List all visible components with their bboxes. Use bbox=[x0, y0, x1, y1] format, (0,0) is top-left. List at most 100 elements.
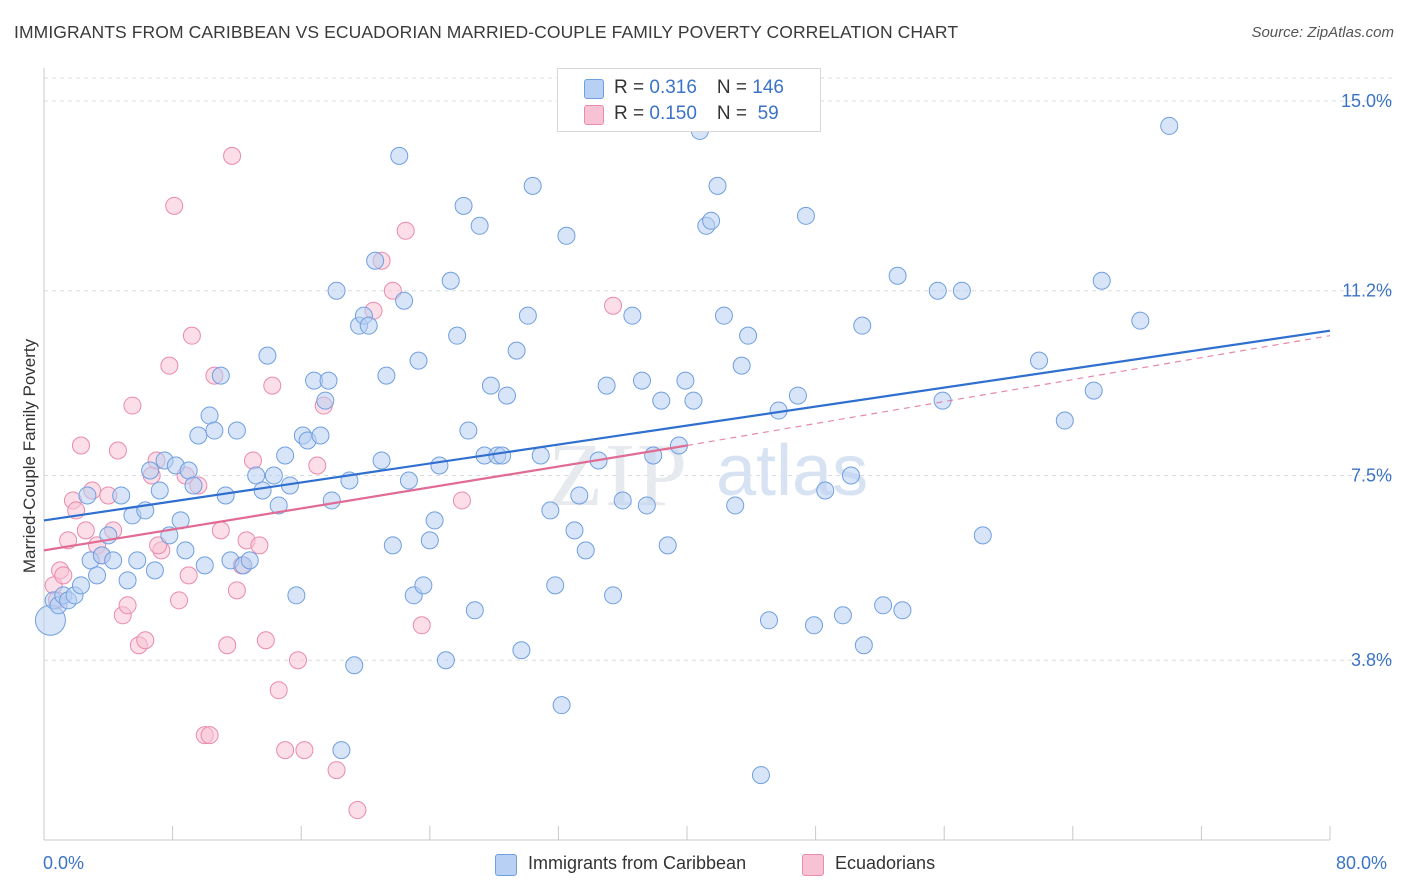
data-point-caribbean bbox=[211, 366, 230, 385]
data-point-caribbean bbox=[88, 566, 107, 585]
legend-r-value: 0.150 bbox=[649, 103, 697, 124]
data-point-caribbean bbox=[112, 486, 131, 505]
bottom-legend-swatch-ecuadorians bbox=[802, 854, 824, 876]
data-point-ecuadorians bbox=[160, 356, 179, 375]
data-point-ecuadorians bbox=[327, 761, 346, 780]
correlation-legend: R = 0.316 N = 146 R = 0.150 N = 59 bbox=[557, 68, 821, 132]
data-point-ecuadorians bbox=[170, 591, 189, 610]
legend-n-label: N = bbox=[716, 103, 753, 124]
legend-r-value: 0.316 bbox=[649, 77, 697, 98]
data-point-caribbean bbox=[240, 551, 259, 570]
data-point-caribbean bbox=[128, 551, 147, 570]
data-point-caribbean bbox=[796, 206, 815, 225]
data-point-ecuadorians bbox=[182, 326, 201, 345]
data-point-caribbean bbox=[676, 371, 695, 390]
data-point-caribbean bbox=[833, 606, 852, 625]
data-point-ecuadorians bbox=[256, 631, 275, 650]
data-point-caribbean bbox=[359, 316, 378, 335]
data-point-caribbean bbox=[973, 526, 992, 545]
data-point-caribbean bbox=[853, 316, 872, 335]
data-point-caribbean bbox=[258, 346, 277, 365]
data-point-caribbean bbox=[1092, 271, 1111, 290]
data-point-caribbean bbox=[264, 466, 283, 485]
data-point-caribbean bbox=[658, 536, 677, 555]
data-point-ecuadorians bbox=[149, 536, 168, 555]
data-point-ecuadorians bbox=[179, 566, 198, 585]
data-point-caribbean bbox=[1160, 116, 1179, 135]
data-point-caribbean bbox=[287, 586, 306, 605]
data-point-ecuadorians bbox=[604, 296, 623, 315]
axes bbox=[43, 68, 1331, 841]
data-point-caribbean bbox=[316, 391, 335, 410]
data-point-caribbean bbox=[570, 486, 589, 505]
data-point-caribbean bbox=[454, 196, 473, 215]
legend-swatch-ecuadorians bbox=[584, 105, 604, 125]
data-point-caribbean bbox=[465, 601, 484, 620]
data-point-caribbean bbox=[118, 571, 137, 590]
data-point-caribbean bbox=[78, 486, 97, 505]
data-point-caribbean bbox=[565, 521, 584, 540]
source-label: Source: ZipAtlas.com bbox=[1251, 24, 1394, 41]
data-point-caribbean bbox=[448, 326, 467, 345]
data-point-caribbean bbox=[497, 386, 516, 405]
data-point-caribbean bbox=[507, 341, 526, 360]
data-point-caribbean bbox=[702, 211, 721, 230]
data-point-ecuadorians bbox=[136, 631, 155, 650]
data-point-caribbean bbox=[436, 651, 455, 670]
data-point-ecuadorians bbox=[223, 146, 242, 165]
data-point-caribbean bbox=[652, 391, 671, 410]
data-point-caribbean bbox=[546, 576, 565, 595]
data-point-caribbean bbox=[332, 741, 351, 760]
data-point-caribbean bbox=[150, 481, 169, 500]
data-point-ecuadorians bbox=[118, 596, 137, 615]
data-point-caribbean bbox=[377, 366, 396, 385]
series-ecuadorians bbox=[44, 146, 623, 820]
data-point-ecuadorians bbox=[383, 281, 402, 300]
data-point-caribbean bbox=[345, 656, 364, 675]
data-point-caribbean bbox=[176, 541, 195, 560]
data-point-caribbean bbox=[928, 281, 947, 300]
data-point-caribbean bbox=[739, 326, 758, 345]
data-point-caribbean bbox=[104, 551, 123, 570]
data-point-ecuadorians bbox=[211, 521, 230, 540]
data-point-caribbean bbox=[425, 511, 444, 530]
trend-line-ecuadorians bbox=[43, 444, 688, 552]
data-point-caribbean bbox=[390, 146, 409, 165]
data-point-caribbean bbox=[552, 696, 571, 715]
legend-r-label: R = bbox=[614, 77, 650, 98]
data-point-caribbean bbox=[854, 636, 873, 655]
data-point-caribbean bbox=[1055, 411, 1074, 430]
data-point-ecuadorians bbox=[452, 491, 471, 510]
data-point-caribbean bbox=[804, 616, 823, 635]
data-point-ecuadorians bbox=[123, 396, 142, 415]
data-point-caribbean bbox=[732, 356, 751, 375]
data-point-caribbean bbox=[726, 496, 745, 515]
data-point-ecuadorians bbox=[218, 636, 237, 655]
data-point-caribbean bbox=[531, 446, 550, 465]
chart-title: IMMIGRANTS FROM CARIBBEAN VS ECUADORIAN … bbox=[14, 22, 959, 42]
data-point-ecuadorians bbox=[165, 196, 184, 215]
legend-n-label: N = bbox=[716, 77, 753, 98]
data-point-caribbean bbox=[269, 496, 288, 515]
data-point-caribbean bbox=[759, 611, 778, 630]
data-point-caribbean bbox=[952, 281, 971, 300]
data-point-caribbean bbox=[893, 601, 912, 620]
data-point-caribbean bbox=[184, 476, 203, 495]
data-point-caribbean bbox=[1131, 311, 1150, 330]
data-point-ecuadorians bbox=[54, 566, 73, 585]
data-point-caribbean bbox=[441, 271, 460, 290]
bottom-legend-swatch-caribbean bbox=[495, 854, 517, 876]
data-point-caribbean bbox=[200, 406, 219, 425]
bottom-legend-label-caribbean: Immigrants from Caribbean bbox=[528, 853, 747, 873]
data-point-caribbean bbox=[714, 306, 733, 325]
data-point-caribbean bbox=[179, 461, 198, 480]
data-point-caribbean bbox=[637, 496, 656, 515]
data-point-caribbean bbox=[1030, 351, 1049, 370]
data-point-caribbean bbox=[311, 426, 330, 445]
data-point-caribbean bbox=[383, 536, 402, 555]
data-point-caribbean bbox=[512, 641, 531, 660]
data-point-caribbean bbox=[493, 446, 512, 465]
data-point-caribbean bbox=[145, 561, 164, 580]
data-point-caribbean bbox=[372, 451, 391, 470]
data-point-ecuadorians bbox=[348, 801, 367, 820]
